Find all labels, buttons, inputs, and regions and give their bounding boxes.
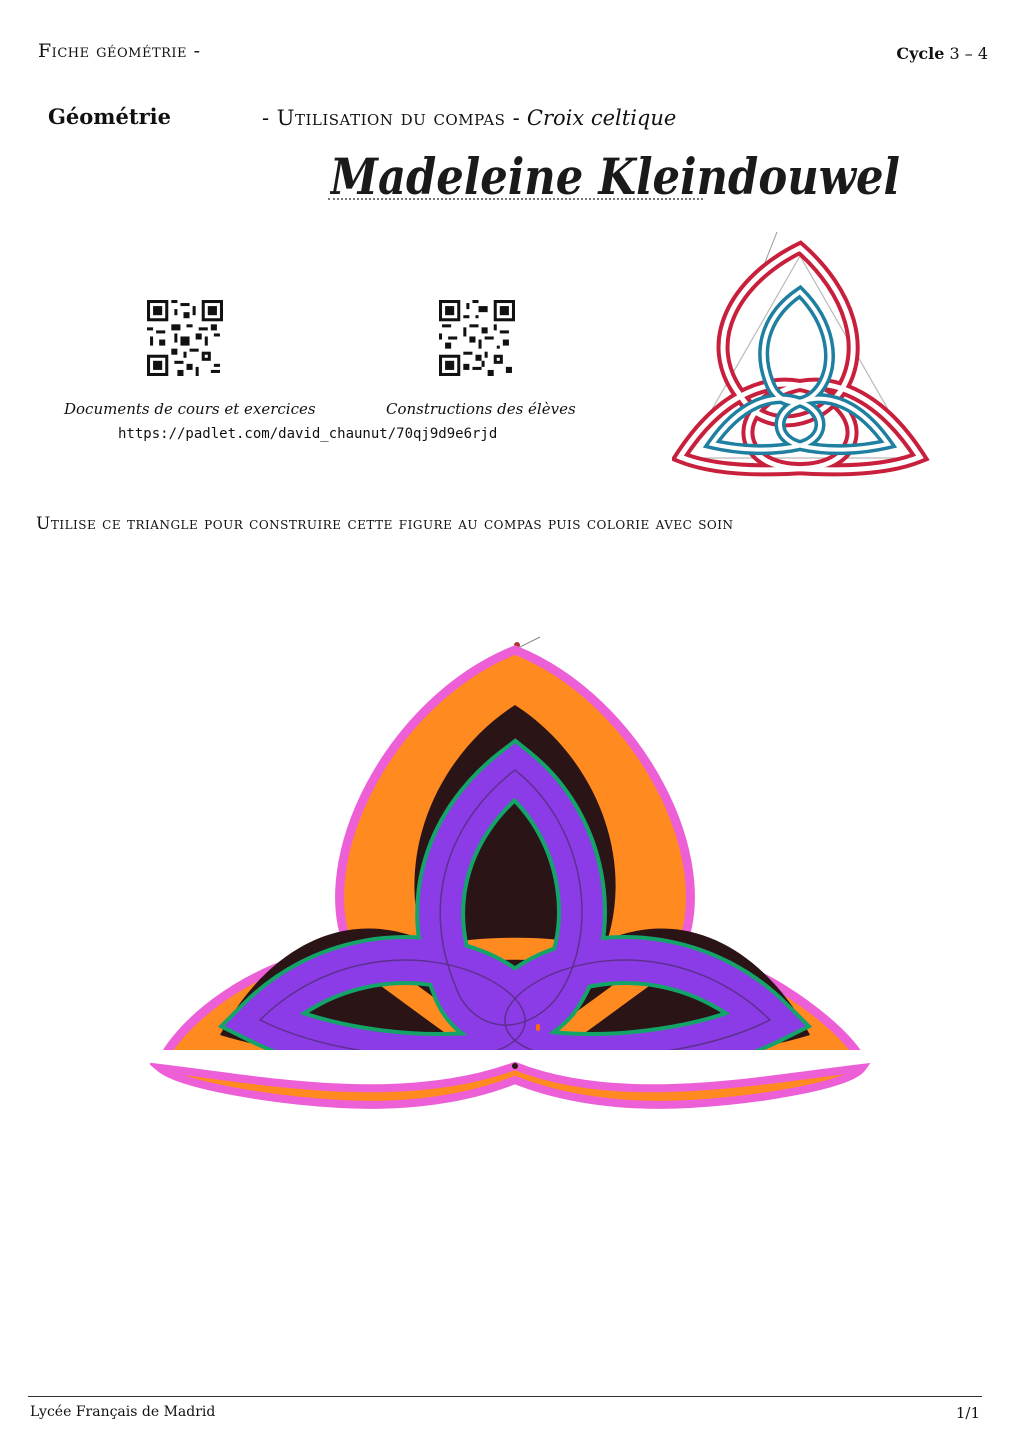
- subject-heading: Géométrie: [48, 104, 171, 129]
- page-title: - Utilisation du compas - Croix celtique: [262, 106, 676, 130]
- outer-orange-band-base: [150, 1061, 871, 1109]
- model-inner-band: [702, 284, 898, 456]
- student-name-handwriting: Madeleine Kleindouwel: [330, 147, 900, 206]
- triquetra-student-drawing-base: [150, 1061, 871, 1109]
- footer-divider: [28, 1396, 982, 1397]
- qr-code-constructions[interactable]: [439, 300, 515, 376]
- cycle-label: Cycle 3 – 4: [896, 44, 988, 63]
- name-dotted-line: [328, 198, 703, 200]
- page-number: 1/1: [955, 1404, 980, 1422]
- sheet-header: Fiche géométrie -: [38, 40, 201, 62]
- triquetra-model-figure: [672, 232, 930, 477]
- student-name: Madeleine Kleindouwel: [330, 147, 900, 206]
- cycle-word: Cycle: [896, 44, 945, 63]
- instruction-text: Utilise ce triangle pour construire cett…: [36, 514, 734, 534]
- padlet-link[interactable]: https://padlet.com/david_chaunut/70qj9d9…: [118, 426, 498, 442]
- cycle-value: 3 – 4: [949, 44, 988, 63]
- orange-ink-dot: [536, 1024, 540, 1031]
- qr-code-courses[interactable]: [147, 300, 223, 376]
- triquetra-student-drawing: [163, 636, 861, 1050]
- title-prefix: - Utilisation du compas -: [262, 106, 521, 130]
- compass-point-dot: [512, 1063, 518, 1069]
- qr-caption-constructions: Constructions des élèves: [386, 400, 576, 418]
- pencil-arcs: [258, 769, 772, 1050]
- qr-caption-courses: Documents de cours et exercices: [64, 400, 316, 418]
- school-name: Lycée Français de Madrid: [30, 1404, 216, 1420]
- title-topic: Croix celtique: [526, 106, 677, 130]
